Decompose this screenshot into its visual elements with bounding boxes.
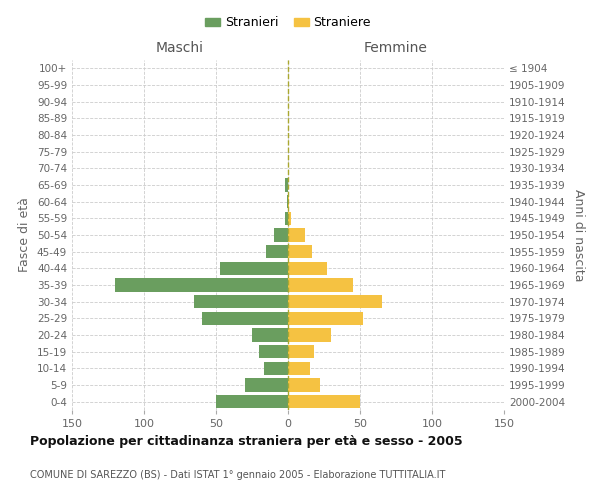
Bar xyxy=(194,295,288,308)
Legend: Stranieri, Straniere: Stranieri, Straniere xyxy=(200,11,376,34)
Bar xyxy=(288,345,314,358)
Bar xyxy=(288,295,382,308)
Bar xyxy=(288,262,327,275)
Bar xyxy=(288,195,289,208)
Bar xyxy=(287,195,288,208)
Text: Maschi: Maschi xyxy=(156,41,204,55)
Bar xyxy=(220,262,288,275)
Bar xyxy=(288,362,310,375)
Bar xyxy=(288,245,313,258)
Bar xyxy=(259,345,288,358)
Bar xyxy=(288,395,360,408)
Text: Femmine: Femmine xyxy=(364,41,428,55)
Bar xyxy=(285,212,288,225)
Bar xyxy=(115,278,288,291)
Text: COMUNE DI SAREZZO (BS) - Dati ISTAT 1° gennaio 2005 - Elaborazione TUTTITALIA.IT: COMUNE DI SAREZZO (BS) - Dati ISTAT 1° g… xyxy=(30,470,445,480)
Bar xyxy=(245,378,288,392)
Bar xyxy=(274,228,288,241)
Bar xyxy=(288,212,291,225)
Bar xyxy=(252,328,288,342)
Bar xyxy=(263,362,288,375)
Bar xyxy=(288,328,331,342)
Bar xyxy=(202,312,288,325)
Bar xyxy=(288,228,305,241)
Text: Popolazione per cittadinanza straniera per età e sesso - 2005: Popolazione per cittadinanza straniera p… xyxy=(30,435,463,448)
Bar xyxy=(285,178,288,192)
Bar xyxy=(266,245,288,258)
Y-axis label: Fasce di età: Fasce di età xyxy=(19,198,31,272)
Bar xyxy=(216,395,288,408)
Bar xyxy=(288,378,320,392)
Bar xyxy=(288,278,353,291)
Bar xyxy=(288,312,363,325)
Y-axis label: Anni di nascita: Anni di nascita xyxy=(572,188,585,281)
